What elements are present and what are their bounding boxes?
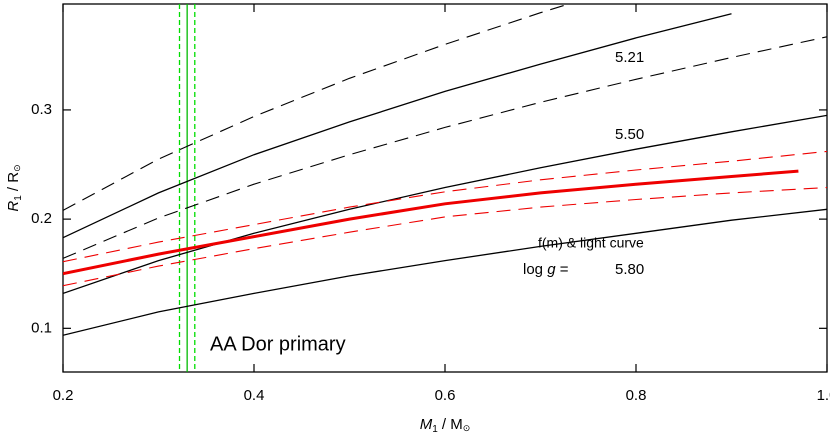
y-label-sub: 1: [13, 195, 24, 201]
series-line: [63, 150, 827, 263]
series-line: [63, 186, 827, 287]
annotation: 5.50: [615, 126, 644, 143]
x-label-sub: 1: [432, 424, 438, 435]
series-line: [63, 36, 827, 259]
x-tick-label: 0.8: [626, 387, 647, 404]
y-tick-label: 0.3: [31, 101, 52, 118]
plot-area: [63, 4, 827, 372]
series-line: [63, 169, 799, 276]
annotation: f(m) & light curve: [538, 235, 644, 251]
series-line: [63, 208, 827, 336]
x-axis-label: M1 / M⊙: [420, 416, 471, 435]
y-label-symbol: R: [5, 201, 22, 212]
y-tick-label: 0.1: [31, 319, 52, 336]
x-label-sun: ⊙: [463, 423, 471, 433]
x-tick-label: 0.6: [435, 387, 456, 404]
annotation: 5.80: [615, 261, 644, 278]
series-line: [63, 13, 732, 239]
y-label-unit: / R: [5, 172, 22, 196]
logg-label: log g =: [523, 261, 569, 278]
y-tick-label: 0.2: [31, 210, 52, 227]
x-label-unit: / M: [438, 416, 463, 433]
annotation: AA Dor primary: [210, 333, 346, 355]
x-tick-label: 0.2: [53, 387, 74, 404]
y-label-sun: ⊙: [12, 164, 22, 172]
x-label-symbol: M: [420, 416, 433, 433]
logg-g: g: [547, 261, 556, 278]
x-tick-label: 1.0: [817, 387, 830, 404]
series-line: [63, 4, 571, 211]
annotation: 5.21: [615, 49, 644, 66]
logg-log: log: [523, 261, 543, 278]
series-line: [63, 114, 827, 295]
x-tick-label: 0.4: [244, 387, 265, 404]
y-axis-label: R1 / R⊙: [5, 164, 24, 211]
logg-eq: =: [560, 261, 569, 278]
